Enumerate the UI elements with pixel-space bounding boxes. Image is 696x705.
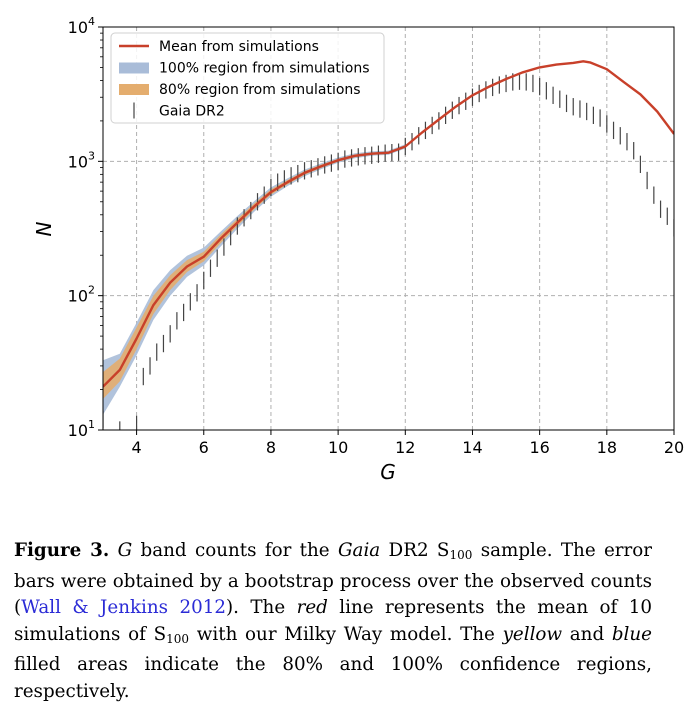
g-band-counts-chart: 4 6 8 10 12 14 16 18 20 101 102 103 104 G N Mean fro… [32, 15, 685, 484]
caption-text-4: ). The [226, 597, 297, 618]
figure-caption: Figure 3. G band counts for the Gaia DR2… [14, 538, 652, 705]
x-tick-label-2: 8 [266, 438, 276, 457]
caption-text-6: with our Milky Way model. The [189, 623, 503, 645]
x-tick-label-6: 16 [529, 438, 549, 457]
x-tick-label-5: 14 [462, 438, 482, 457]
caption-label: Figure 3. [14, 540, 110, 561]
y-tick-label-1: 102 [68, 284, 95, 306]
legend-swatch-1 [119, 62, 149, 74]
x-tick-label-7: 18 [597, 438, 617, 457]
region-100-band [103, 144, 406, 415]
caption-gaia: Gaia [337, 540, 381, 561]
x-tick-label-0: 4 [131, 438, 141, 457]
legend-label-2: 80% region from simulations [159, 82, 361, 98]
legend-label-0: Mean from simulations [159, 39, 319, 55]
caption-text-3: sample. The error bars were obtained by … [14, 540, 653, 618]
legend-swatch-2 [119, 84, 149, 95]
caption-blue: blue [611, 623, 652, 645]
caption-band: G [117, 540, 133, 561]
legend-label-1: 100% region from simulations [159, 61, 370, 77]
x-axis-label: G [380, 460, 396, 484]
confidence-bands [103, 144, 406, 415]
legend-label-3: Gaia DR2 [159, 104, 225, 120]
y-tick-label-3: 104 [68, 15, 95, 37]
citation-link[interactable]: Wall & Jenkins 2012 [21, 597, 226, 618]
y-tick-label-0: 101 [68, 418, 95, 440]
legend: Mean from simulations 100% region from si… [110, 32, 385, 124]
mean-line-layer [103, 60, 674, 388]
x-tick-label-4: 12 [395, 438, 415, 457]
x-tick-label-1: 6 [199, 438, 209, 457]
caption-text-5: line represents the mean of 10 simulatio… [14, 597, 652, 645]
caption-yellow: yellow [502, 623, 563, 645]
caption-text-7: and [562, 623, 612, 645]
x-tick-label-8: 20 [664, 438, 684, 457]
legend-box [110, 32, 385, 124]
mean-line [103, 60, 674, 388]
axis-ticks [98, 26, 675, 435]
region-80-band [103, 145, 406, 399]
plot-frame [102, 26, 675, 431]
y-axis-label: N [32, 221, 56, 236]
caption-subscript-1: 100 [449, 548, 473, 562]
caption-red: red [296, 597, 328, 618]
caption-subscript-2: 100 [166, 631, 190, 646]
caption-text-1: band counts for the [132, 540, 338, 561]
caption-text-2: DR2 S [380, 540, 450, 561]
axis-tick-labels: 4 6 8 10 12 14 16 18 20 101 102 103 104 [68, 15, 685, 457]
x-tick-label-3: 10 [328, 438, 348, 457]
y-tick-label-2: 103 [68, 149, 95, 171]
